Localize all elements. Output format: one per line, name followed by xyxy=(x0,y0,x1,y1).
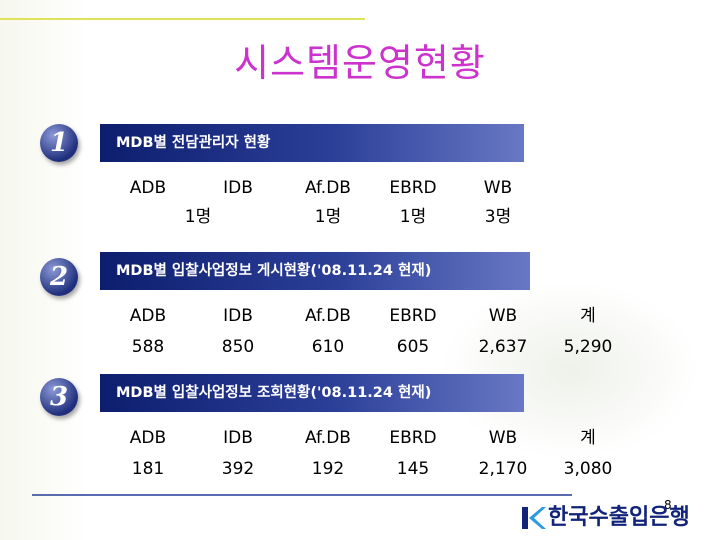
value-cell: 610 xyxy=(311,337,345,357)
page-title: 시스템운영현황 xyxy=(234,41,486,85)
section-3-header-row: ADB IDB Af.DB EBRD WB 계 xyxy=(108,422,638,454)
number-1-icon: 1 xyxy=(40,124,78,162)
value-cell: 3,080 xyxy=(563,459,613,479)
section-1-value-row: 1명 1명 1명 3명 xyxy=(108,201,638,233)
value-cell: 850 xyxy=(221,337,255,357)
page-number: 8 xyxy=(664,498,672,512)
k-mark-icon xyxy=(522,507,546,529)
header-cell: EBRD xyxy=(389,306,437,326)
value-cell: 392 xyxy=(221,459,255,479)
number-2-icon: 2 xyxy=(40,258,78,296)
header-cell: IDB xyxy=(223,178,253,198)
value-cell: 2,170 xyxy=(478,459,528,479)
header-cell: IDB xyxy=(223,306,253,326)
value-cell: 181 xyxy=(131,459,165,479)
value-cell: 1명 xyxy=(399,207,427,227)
bottom-divider xyxy=(32,494,572,496)
header-cell: EBRD xyxy=(389,178,437,198)
value-cell: 588 xyxy=(131,337,165,357)
logo-text: 한국수출입은행 xyxy=(548,505,690,530)
header-cell: WB xyxy=(483,178,513,198)
value-cell: 1명 xyxy=(184,207,212,227)
header-cell: ADB xyxy=(129,306,167,326)
value-cell: 145 xyxy=(396,459,430,479)
header-cell: Af.DB xyxy=(305,428,351,448)
header-cell: Af.DB xyxy=(305,178,351,198)
value-cell: 5,290 xyxy=(563,337,613,357)
section-1-header-row: ADB IDB Af.DB EBRD WB xyxy=(108,172,638,204)
header-cell: 계 xyxy=(580,428,596,448)
header-cell: WB xyxy=(488,428,518,448)
background-watermark xyxy=(440,280,700,460)
header-cell: IDB xyxy=(223,428,253,448)
header-cell: Af.DB xyxy=(305,306,351,326)
header-cell: ADB xyxy=(129,178,167,198)
value-cell: 1명 xyxy=(314,207,342,227)
top-accent-line xyxy=(0,18,365,20)
section-2-heading: MDB별 입찰사업정보 게시현황('08.11.24 현재) xyxy=(100,252,530,290)
value-cell: 3명 xyxy=(484,207,512,227)
header-cell: 계 xyxy=(580,306,596,326)
header-cell: EBRD xyxy=(389,428,437,448)
section-1-heading: MDB별 전담관리자 현황 xyxy=(100,124,524,162)
header-cell: WB xyxy=(488,306,518,326)
value-cell: 192 xyxy=(311,459,345,479)
value-cell: 2,637 xyxy=(478,337,528,357)
section-2-header-row: ADB IDB Af.DB EBRD WB 계 xyxy=(108,300,638,332)
value-cell: 605 xyxy=(396,337,430,357)
section-3-heading: MDB별 입찰사업정보 조회현황('08.11.24 현재) xyxy=(100,374,524,412)
header-cell: ADB xyxy=(129,428,167,448)
number-3-icon: 3 xyxy=(40,378,78,416)
section-2-value-row: 588 850 610 605 2,637 5,290 xyxy=(108,331,638,363)
section-3-value-row: 181 392 192 145 2,170 3,080 xyxy=(108,453,638,485)
